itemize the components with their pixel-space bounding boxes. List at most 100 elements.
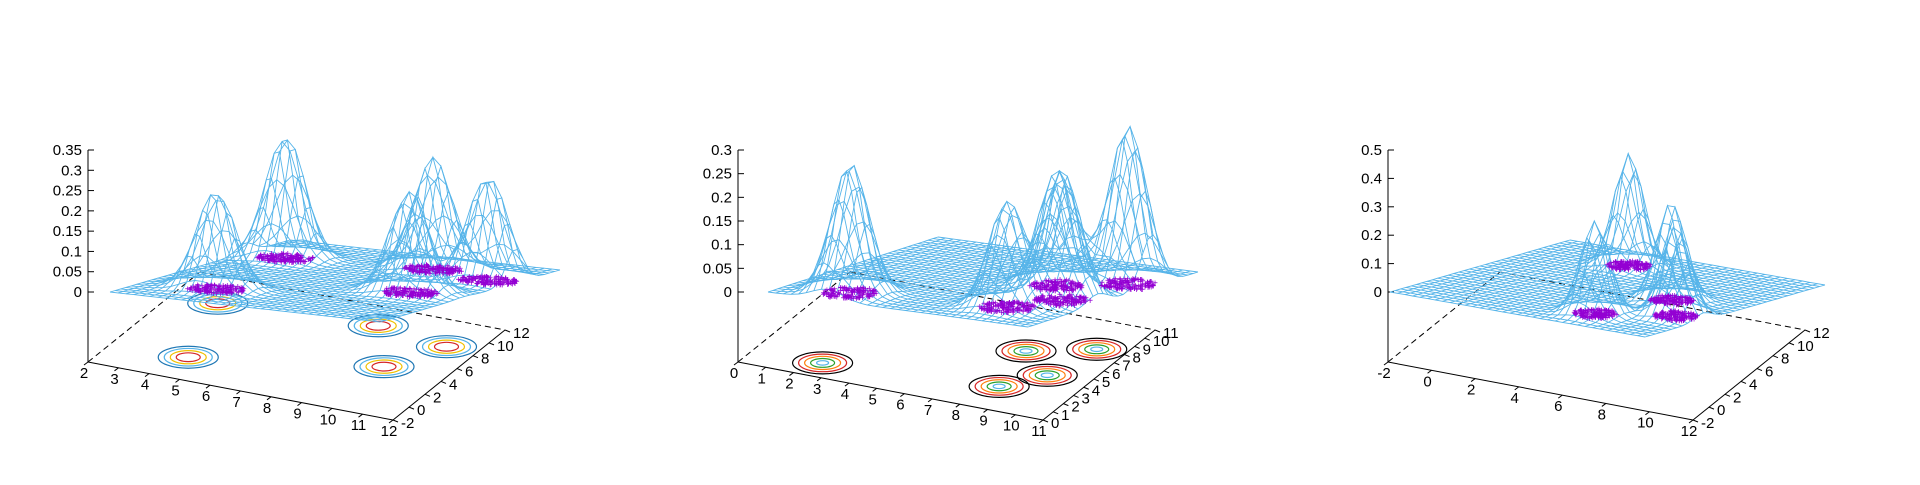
- data-point: +: [873, 289, 879, 300]
- data-point: +: [228, 287, 234, 298]
- data-point: +: [503, 276, 509, 287]
- data-point: +: [391, 283, 397, 294]
- mesh-line: [379, 248, 561, 323]
- data-point: +: [212, 281, 218, 292]
- data-point: +: [289, 253, 295, 264]
- point-cluster: ++++++++++++++++++++++++++++++++++++++++…: [254, 249, 316, 269]
- data-point: +: [452, 263, 458, 274]
- data-point: +: [998, 300, 1004, 311]
- data-point: +: [509, 280, 515, 291]
- mesh-line: [928, 257, 1099, 315]
- data-point: +: [290, 257, 296, 268]
- data-point: +: [419, 288, 425, 299]
- y-tick: [1692, 419, 1699, 423]
- data-point: +: [441, 269, 447, 280]
- data-point: +: [1021, 302, 1027, 313]
- data-point: +: [484, 276, 490, 287]
- contour-line: [791, 351, 854, 375]
- data-point: +: [393, 288, 399, 299]
- contour-line: [1028, 368, 1066, 383]
- data-point: +: [483, 272, 489, 283]
- data-point: +: [467, 276, 473, 287]
- y-axis-line: [1692, 329, 1806, 421]
- data-point: +: [848, 291, 854, 302]
- data-point: +: [298, 257, 304, 268]
- data-point: +: [510, 277, 516, 288]
- y-tick: [1073, 394, 1079, 398]
- data-point: +: [824, 288, 830, 299]
- contour-line: [347, 314, 409, 338]
- data-point: +: [487, 273, 493, 284]
- contour-line: [175, 352, 201, 363]
- data-point: +: [1023, 300, 1029, 311]
- contour-line: [1072, 339, 1122, 359]
- data-point: +: [193, 283, 199, 294]
- mesh-line: [284, 155, 465, 312]
- mesh-line: [905, 255, 1076, 311]
- data-point: +: [271, 255, 277, 266]
- data-point: +: [413, 291, 419, 302]
- data-point: +: [494, 281, 500, 292]
- data-point: +: [409, 290, 415, 301]
- data-point: +: [239, 288, 245, 299]
- data-point: +: [1022, 301, 1028, 312]
- data-point: +: [427, 292, 433, 303]
- data-point: +: [860, 284, 866, 295]
- data-point: +: [453, 265, 459, 276]
- data-point: +: [282, 256, 288, 267]
- contour-line: [353, 355, 415, 379]
- data-point: +: [464, 276, 470, 287]
- contour-line: [163, 347, 213, 367]
- data-point: +: [1016, 299, 1022, 310]
- data-point: +: [436, 266, 442, 277]
- data-point: +: [873, 287, 879, 298]
- data-point: +: [448, 268, 454, 279]
- data-point: +: [1124, 278, 1130, 289]
- data-point: +: [412, 264, 418, 275]
- data-point: +: [850, 287, 856, 298]
- data-point: +: [402, 284, 408, 295]
- data-point: +: [863, 285, 869, 296]
- data-point: +: [208, 284, 214, 295]
- data-point: +: [291, 254, 297, 265]
- data-point: +: [425, 262, 431, 273]
- data-point: +: [276, 255, 282, 266]
- data-point: +: [282, 257, 288, 268]
- contour-line: [1090, 346, 1104, 353]
- data-point: +: [849, 286, 855, 297]
- data-point: +: [273, 252, 279, 263]
- data-point: +: [256, 253, 262, 264]
- data-point: +: [195, 286, 201, 297]
- data-point: +: [406, 265, 412, 276]
- data-point: +: [1098, 281, 1104, 292]
- data-point: +: [284, 255, 290, 266]
- data-point: +: [851, 286, 857, 297]
- data-point: +: [398, 290, 404, 301]
- data-point: +: [430, 265, 436, 276]
- data-point: +: [450, 266, 456, 277]
- data-point: +: [203, 286, 209, 297]
- data-point: +: [1006, 306, 1012, 317]
- data-point: +: [279, 249, 285, 260]
- data-point: +: [256, 253, 262, 264]
- x-tick-label: 10: [1003, 418, 1020, 435]
- data-point: +: [448, 267, 454, 278]
- data-point: +: [295, 257, 301, 268]
- data-point: +: [426, 289, 432, 300]
- mesh-line: [252, 242, 434, 309]
- data-point: +: [493, 272, 499, 283]
- data-point: +: [407, 264, 413, 275]
- data-point: +: [409, 267, 415, 278]
- data-point: +: [423, 268, 429, 279]
- data-point: +: [265, 254, 271, 265]
- data-point: +: [855, 284, 861, 295]
- data-point: +: [1671, 314, 1677, 325]
- data-point: +: [1003, 305, 1009, 316]
- mesh-line: [907, 232, 1169, 273]
- data-point: +: [281, 255, 287, 266]
- data-point: +: [401, 284, 407, 295]
- data-point: +: [474, 279, 480, 290]
- data-point: +: [192, 283, 198, 294]
- data-point: +: [426, 290, 432, 301]
